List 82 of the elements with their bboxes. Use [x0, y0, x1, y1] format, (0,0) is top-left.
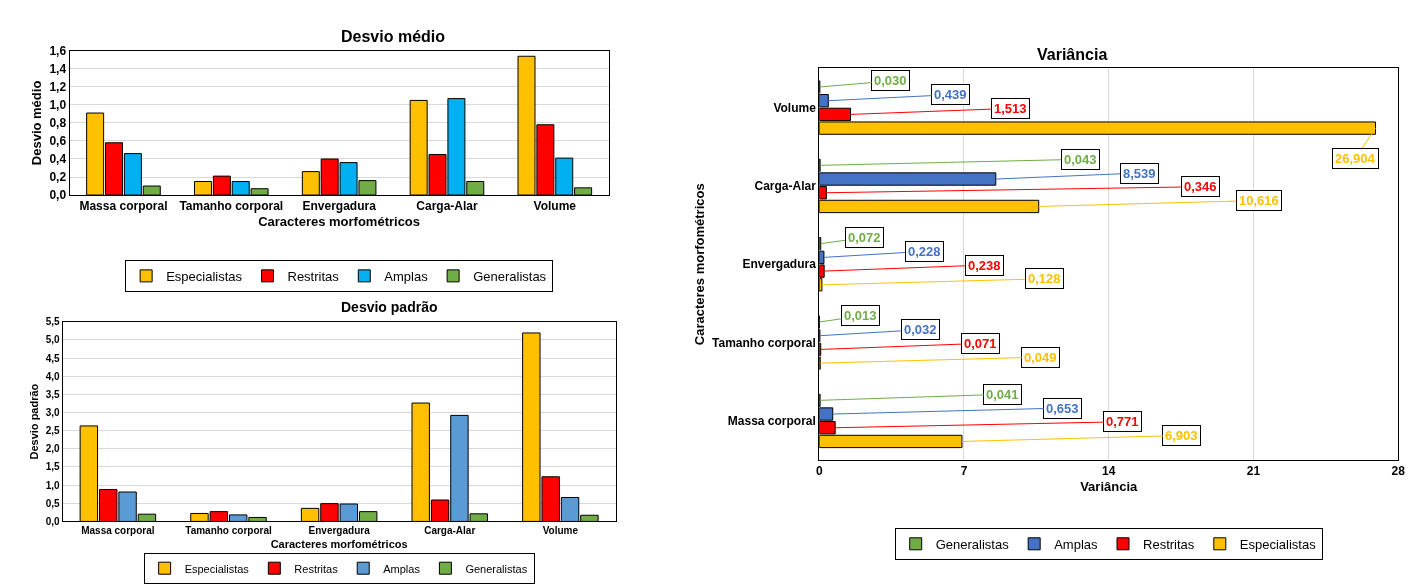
x-tick-label: 0	[815, 464, 823, 479]
data-label: 0,128	[1028, 271, 1061, 286]
y-tick-label: 0,4	[49, 152, 67, 167]
x-tick-label: 7	[960, 464, 968, 479]
legend-label: Restritas	[294, 562, 339, 575]
data-label: 0,439	[934, 87, 967, 102]
legend-label: Generalistas	[465, 562, 528, 575]
x-tick-label: Carga-Alar	[424, 525, 476, 537]
data-label: 8,539	[1123, 166, 1156, 181]
y-tick-label: 4,5	[45, 352, 61, 364]
x-tick-label: Volume	[542, 525, 579, 537]
y-tick-label: 0,0	[49, 188, 67, 203]
x-axis-title: Caracteres morfométricos	[258, 214, 421, 230]
x-tick-label: Envergadura	[302, 199, 377, 214]
legend-label: Restritas	[287, 268, 340, 284]
x-tick-label: Carga-Alar	[416, 199, 478, 214]
y-tick-label: 1,4	[49, 62, 67, 77]
legend-label: Restritas	[1143, 536, 1195, 552]
data-label: 0,228	[908, 244, 941, 259]
y-tick-label: 2,5	[45, 425, 61, 437]
y-tick-label: 0,5	[45, 497, 61, 509]
data-label: 0,049	[1024, 350, 1057, 365]
chart-title: Variância	[1037, 46, 1108, 63]
x-tick-label: 21	[1246, 464, 1261, 479]
y-tick-label: 5,0	[45, 334, 61, 346]
y-axis-title: Desvio padrão	[28, 383, 41, 460]
data-label: 0,030	[874, 73, 907, 88]
data-label: 0,032	[904, 322, 937, 337]
x-tick-label: 14	[1102, 464, 1116, 479]
y-tick-label: 4,0	[45, 370, 61, 382]
legend-label: Generalistas	[473, 268, 547, 284]
data-label: 26,904	[1335, 151, 1376, 166]
y-tick-label: Tamanho corporal	[712, 335, 816, 350]
chart-title: Desvio padrão	[341, 299, 438, 315]
y-tick-label: 3,0	[45, 406, 61, 418]
data-label: 0,013	[844, 308, 877, 323]
x-axis-title: Caracteres morfométricos	[270, 537, 408, 550]
y-axis-title: Desvio médio	[29, 80, 45, 166]
y-tick-label: 1,5	[45, 461, 61, 473]
y-tick-label: 1,0	[49, 98, 67, 113]
legend-label: Amplas	[383, 562, 421, 575]
legend-label: Amplas	[1054, 536, 1099, 552]
x-tick-label: Envergadura	[308, 525, 371, 537]
legend-label: Especialistas	[166, 268, 243, 284]
x-tick-label: Tamanho corporal	[185, 525, 272, 537]
data-label: 6,903	[1165, 428, 1198, 443]
legend-label: Amplas	[384, 268, 429, 284]
data-label: 0,071	[964, 336, 997, 351]
x-tick-label: Massa corporal	[79, 199, 168, 214]
legend-label: Generalistas	[935, 536, 1010, 552]
x-tick-label: Volume	[533, 199, 577, 214]
y-tick-label: 3,5	[45, 388, 61, 400]
y-tick-label: 1,2	[49, 80, 67, 95]
data-label: 0,653	[1046, 401, 1079, 416]
data-label: 10,616	[1239, 193, 1279, 208]
y-tick-label: 5,5	[45, 316, 61, 328]
x-tick-label: Massa corporal	[81, 525, 155, 537]
data-label: 0,041	[986, 387, 1019, 402]
y-tick-label: 2,0	[45, 443, 61, 455]
data-label: 0,771	[1106, 414, 1139, 429]
y-tick-label: 0,2	[49, 170, 67, 185]
legend-label: Especialistas	[1239, 536, 1317, 552]
y-axis-title: Caracteres morfométricos	[691, 183, 707, 346]
y-tick-label: 0,8	[49, 116, 67, 131]
y-tick-label: Massa corporal	[727, 414, 816, 429]
data-label: 1,513	[994, 101, 1027, 116]
data-label: 0,072	[848, 230, 881, 245]
x-axis-title: Variância	[1080, 479, 1139, 495]
x-tick-label: 28	[1391, 464, 1406, 479]
y-tick-label: 1,0	[45, 479, 61, 491]
data-label: 0,346	[1184, 179, 1217, 194]
x-tick-label: Tamanho corporal	[179, 199, 284, 214]
y-tick-label: Carga-Alar	[754, 179, 817, 194]
y-tick-label: 0,6	[49, 134, 67, 149]
legend-label: Especialistas	[184, 562, 250, 575]
y-tick-label: 1,6	[49, 44, 67, 59]
y-tick-label: Volume	[773, 100, 817, 115]
y-tick-label: Envergadura	[742, 257, 817, 272]
y-tick-label: 0,0	[45, 515, 61, 527]
chart-title: Desvio médio	[341, 28, 446, 45]
data-label: 0,043	[1064, 152, 1097, 167]
data-label: 0,238	[968, 258, 1001, 273]
